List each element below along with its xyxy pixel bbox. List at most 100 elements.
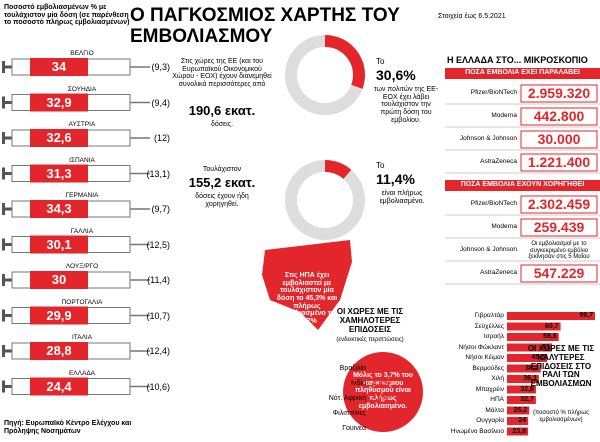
doses-box (520, 107, 598, 126)
plunger (2, 274, 5, 286)
value: <1% (372, 393, 389, 402)
heading: ΠΟΣΑ ΕΜΒΟΛΙΑ ΕΧΟΥΝ ΧΟΡΗΓΗΘΕΙ (460, 181, 585, 188)
value: 30,6% (376, 67, 416, 83)
country: Ισραήλ (483, 333, 504, 340)
fully: (12) (153, 133, 170, 143)
country: Νότ. Αφρική (328, 395, 366, 402)
note: Ποσοστό εμβολιασμένων % με τουλάχιστον μ… (4, 4, 130, 27)
best-subtitle: (ποσοστό % πλήρως εμβολιασμένων) (533, 410, 589, 423)
plunger (2, 203, 5, 215)
date: Στοιχεία έως 6.5.2021 (438, 13, 506, 20)
usa-text: Στις ΗΠΑ έχει εμβολιαστεί με τουλάχιστον… (276, 272, 338, 326)
value-label: 24 (518, 417, 527, 424)
text: των πολιτών της ΕΕ-ΕΟΧ έχει λάβει τουλάχ… (373, 86, 439, 124)
country: Βερμούδες (472, 364, 505, 372)
bar (507, 343, 553, 352)
country: ΙΣΠΑΝΙΑ (69, 156, 95, 164)
doses: 2.302.459 (527, 196, 591, 212)
plunger (2, 309, 5, 322)
bar (507, 333, 559, 341)
plunger (2, 238, 5, 251)
first-dose: 32,6 (46, 130, 72, 145)
country: ΑΥΣΤΡΙΑ (68, 121, 96, 128)
doses: 259.439 (533, 219, 585, 235)
country: Χιλή (491, 375, 504, 382)
doses-box (520, 130, 598, 149)
value-box (30, 377, 88, 396)
bar (507, 406, 530, 415)
text: Τουλάχιστον (202, 166, 242, 173)
vaccine: Johnson & Johnson (459, 135, 517, 142)
value-label: 58,6 (543, 333, 557, 340)
vaccine: Moderna (491, 112, 517, 119)
text: Το (376, 57, 385, 66)
plunger (2, 96, 5, 109)
donut-arc (285, 35, 365, 115)
title: Ο ΠΑΓΚΟΣΜΙΟΣ ΧΑΡΤΗΣ ΤΟΥ ΕΜΒΟΛΙΑΣΜΟΥ (130, 5, 400, 47)
value-label: 60,7 (544, 322, 559, 330)
doses: 30.000 (537, 131, 581, 147)
fully: (10,6) (146, 381, 170, 392)
plunger (2, 167, 5, 180)
fully: (9,3) (151, 62, 170, 72)
value-label: 99,7 (579, 312, 593, 319)
value-box (30, 58, 88, 76)
vaccine: AstraZeneca (480, 269, 517, 276)
doses-box (520, 195, 598, 214)
country: ΠΟΡΤΟΓΑΛΙΑ (61, 298, 103, 306)
fully: (9,7) (151, 204, 170, 214)
country: Σεϋχέλλες (474, 322, 504, 330)
fully: (12,5) (146, 239, 170, 250)
bar (507, 396, 536, 404)
world-circle (343, 352, 423, 432)
doses: 2.959.320 (527, 85, 591, 101)
country: ΓΕΡΜΑΝΙΑ (65, 192, 99, 199)
value-label: 25,2 (513, 406, 528, 414)
text: είναι πλήρως εμβολιασμένο. (379, 190, 425, 205)
doses: 1.221.400 (527, 154, 591, 170)
heading: ΠΟΣΑ ΕΜΒΟΛΙΑ ΕΧΕΙ ΠΑΡΑΛΑΒΕΙ (465, 69, 580, 76)
bar (507, 385, 536, 394)
lowest-title: ΟΙ ΧΩΡΕΣ ΜΕ ΤΙΣ ΧΑΜΗΛΟΤΕΡΕΣ ΕΠΙΔΟΣΕΙΣ (336, 307, 404, 334)
plunger (2, 380, 5, 393)
doses-box (520, 264, 598, 283)
bar (507, 364, 541, 373)
country: ΒΕΛΓΙΟ (70, 50, 94, 57)
value-box (30, 271, 88, 289)
doses: Οι εμβολιασμοί με το συγκεκριμένο εμβόλι… (528, 241, 590, 261)
country: Νήσοι Κέιμαν (465, 354, 504, 361)
vaccine: Moderna (491, 223, 517, 230)
country: Ουγγαρία (476, 417, 504, 424)
country: Γουινέα (342, 425, 366, 432)
value-box (30, 93, 88, 112)
text: Στις χώρες της ΕΕ (και του Ευρωπαϊκού Οι… (172, 58, 272, 89)
vaccine: Pfizer/BioNTech (470, 89, 517, 96)
value-label: 32,7 (520, 396, 534, 403)
bar (507, 322, 561, 331)
first-dose: 28,8 (46, 343, 72, 358)
doses-box (520, 153, 598, 172)
bar (507, 375, 539, 383)
greece-title: Η ΕΛΛΑΔΑ ΣΤΟ... ΜΙΚΡΟΣΚΟΠΙΟ (447, 55, 588, 65)
value-box (30, 164, 88, 183)
value-box (30, 200, 88, 218)
value: 7% (372, 363, 384, 372)
fully: (9,4) (151, 97, 170, 108)
first-dose: 24,4 (46, 378, 72, 394)
value: 2,2% (372, 378, 391, 387)
first-dose: 32,9 (46, 94, 72, 110)
value-box (30, 235, 88, 254)
fully: (10,7) (146, 310, 170, 321)
value: 11,4% (376, 171, 415, 187)
fully: (12,4) (146, 346, 170, 356)
country: Μπαχρέιν (475, 385, 504, 393)
first-dose: 31,3 (46, 165, 72, 181)
plunger (2, 61, 5, 73)
country: Μάλτα (485, 406, 504, 414)
vaccine: Johnson & Johnson (459, 246, 517, 253)
first-dose: 29,9 (46, 307, 72, 323)
heading-bg (445, 68, 600, 79)
fully: (13,1) (146, 168, 170, 179)
value-label: 32,8 (520, 385, 534, 393)
country: ΣΟΥΗΔΙΑ (67, 85, 97, 93)
